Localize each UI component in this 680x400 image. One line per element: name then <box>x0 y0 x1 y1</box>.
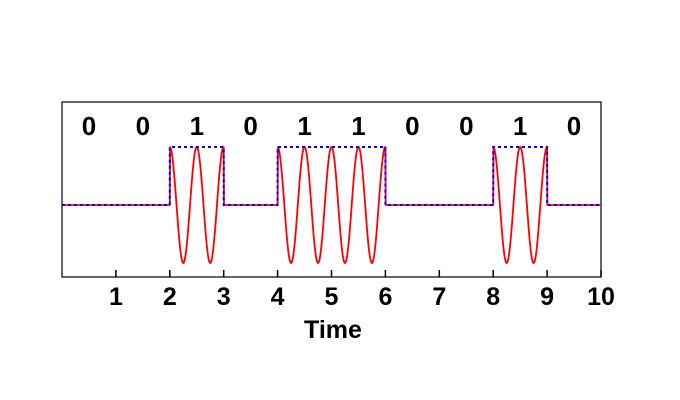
plot-frame <box>61 101 602 278</box>
x-tick-label: 7 <box>432 283 446 311</box>
x-tick-label: 6 <box>378 283 392 311</box>
x-tick-label: 4 <box>271 283 285 311</box>
bit-label: 1 <box>190 111 204 141</box>
bit-label: 0 <box>459 111 473 141</box>
bit-label: 0 <box>567 111 581 141</box>
x-tick-label: 1 <box>109 283 123 311</box>
bit-label: 0 <box>82 111 96 141</box>
bit-label: 1 <box>351 111 365 141</box>
modulated-signal-line <box>61 146 602 264</box>
bit-label: 1 <box>297 111 311 141</box>
x-tick-label: 10 <box>587 283 615 311</box>
bit-label: 0 <box>405 111 419 141</box>
x-axis-label: Time <box>304 316 362 344</box>
x-tick-label: 9 <box>540 283 554 311</box>
x-ticks: 1 2 3 4 5 6 7 8 9 10 <box>109 270 615 311</box>
plot-area <box>61 101 602 278</box>
bit-label: 0 <box>243 111 257 141</box>
x-tick-label: 8 <box>486 283 500 311</box>
bit-label: 0 <box>136 111 150 141</box>
square-wave-line <box>62 146 601 206</box>
x-tick-label: 2 <box>163 283 177 311</box>
signals <box>61 146 602 264</box>
bit-label: 1 <box>513 111 527 141</box>
x-tick-label: 3 <box>217 283 231 311</box>
bit-labels: 0 0 1 0 1 1 0 0 1 0 <box>82 111 581 141</box>
x-tick-label: 5 <box>325 283 339 311</box>
